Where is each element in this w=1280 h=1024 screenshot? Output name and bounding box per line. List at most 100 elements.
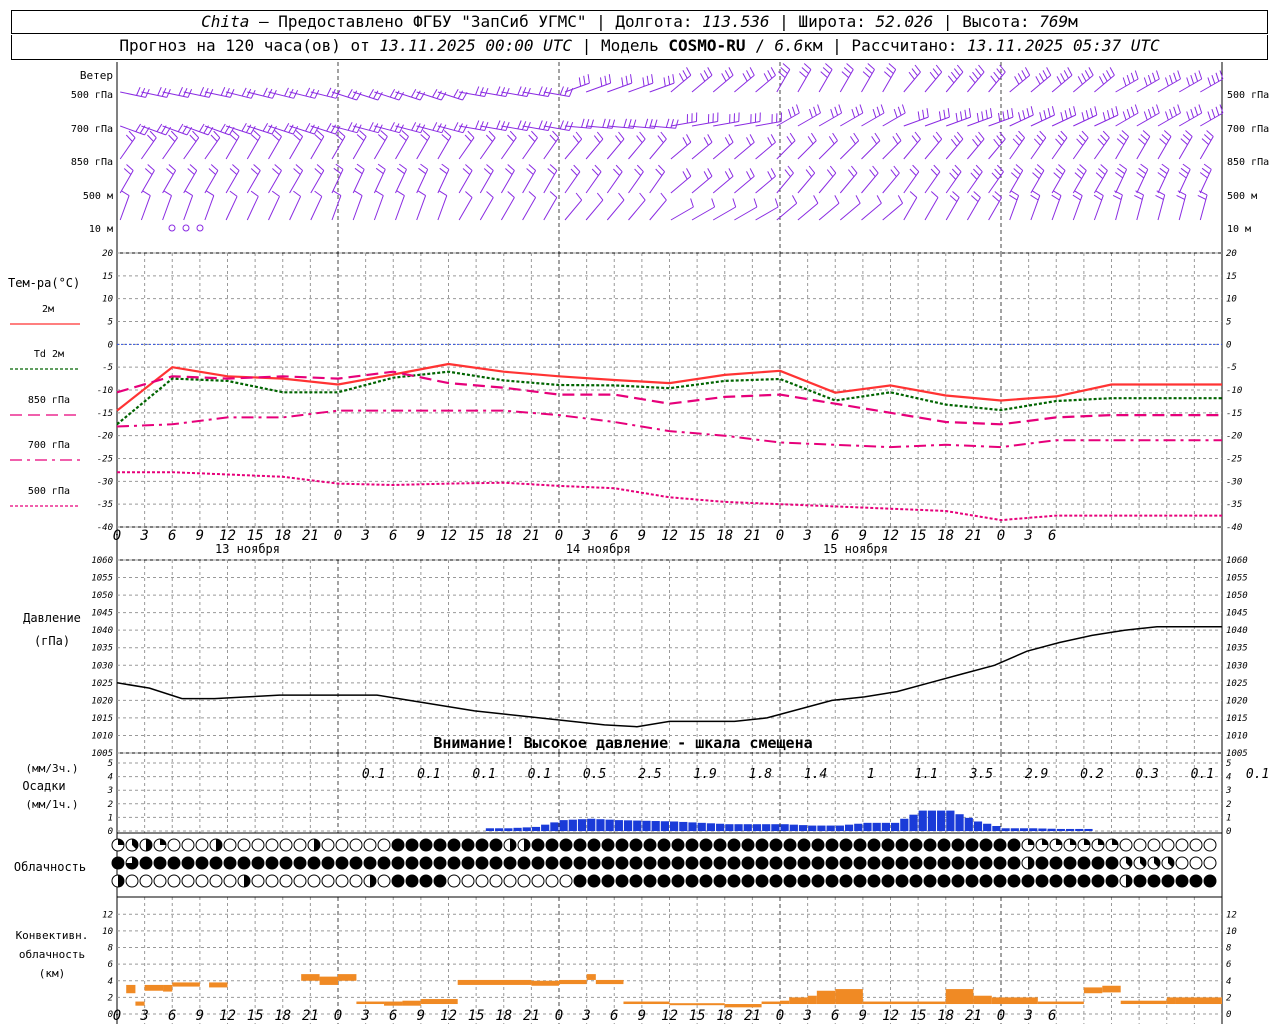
precip-tick-right: 4 — [1226, 773, 1231, 783]
conv-x-tick-label: 0 — [997, 1008, 1005, 1024]
cloud-symbol — [741, 838, 755, 852]
wind-barb — [225, 123, 256, 135]
cloud-symbol — [727, 856, 741, 870]
cloud-symbol — [657, 838, 671, 852]
temperature-panel — [116, 343, 1222, 522]
wind-barb — [1009, 106, 1034, 127]
cloud-symbol — [391, 856, 405, 870]
conv-title-1: Конвективн. — [16, 929, 89, 942]
cloud-symbol — [825, 838, 839, 852]
cloud-symbol — [1175, 838, 1189, 852]
wind-barb — [1178, 130, 1193, 160]
wind-barb — [628, 118, 658, 129]
wind-barb — [776, 195, 798, 221]
temp-tick-left: -5 — [102, 363, 113, 373]
wind-barb — [691, 168, 713, 194]
forecast-prefix: Прогноз на 120 часа(ов) от — [119, 36, 380, 55]
cloud-symbol — [363, 856, 377, 870]
precip-bar — [541, 824, 550, 831]
cloud-symbol — [307, 874, 321, 888]
conv-x-tick-label: 3 — [1023, 1008, 1032, 1024]
precip-bar — [826, 825, 835, 831]
temp-legend-label: 500 гПа — [28, 486, 70, 497]
cloud-symbol — [881, 874, 895, 888]
precip-bar — [550, 822, 559, 831]
wind-barb — [437, 122, 468, 134]
altitude-value: 769 — [1039, 12, 1069, 31]
cloud-symbol — [265, 874, 279, 888]
conv-x-tick-label: 18 — [937, 1008, 954, 1024]
precip-3h-label: 0.1 — [417, 767, 440, 782]
header-line-location: Chita — Предоставлено ФГБУ "ЗапСиб УГМС"… — [11, 10, 1268, 34]
temp-tick-left: 15 — [102, 272, 113, 282]
wind-barb — [797, 195, 819, 221]
wind-barb — [458, 164, 473, 194]
conv-tick-right: 4 — [1226, 977, 1231, 987]
precipitation-panel — [485, 810, 1093, 831]
calc-time: 13.11.2025 05:37 UTC — [967, 36, 1160, 55]
cloud-symbol — [461, 874, 475, 888]
wind-barb — [818, 63, 833, 93]
wind-barb — [204, 164, 219, 194]
cloud-symbol — [447, 856, 461, 870]
precip-tick-left: 2 — [108, 800, 113, 810]
cloud-symbol — [923, 856, 937, 870]
wind-barb — [797, 104, 821, 127]
wind-barb — [564, 118, 594, 129]
wind-barb — [310, 130, 325, 160]
wind-barb — [839, 195, 861, 221]
temp-tick-left: -20 — [97, 432, 113, 442]
cloud-symbol — [153, 856, 167, 870]
wind-barb — [861, 63, 875, 93]
cloud-symbol — [769, 874, 783, 888]
calm-circle — [182, 224, 190, 232]
cloud-symbol — [293, 856, 307, 870]
wind-barb — [840, 104, 864, 127]
precip-tick-left: 3 — [107, 786, 113, 796]
temp-tick-right: -5 — [1226, 363, 1237, 373]
conv-x-tick-label: 3 — [139, 1008, 148, 1024]
pressure-tick-right: 1030 — [1226, 661, 1248, 671]
temp-tick-left: -10 — [97, 386, 113, 396]
conv-cloud-bar — [991, 997, 1038, 1005]
conv-cloud-bar — [669, 1003, 725, 1006]
header-line-forecast: Прогноз на 120 часа(ов) от 13.11.2025 00… — [11, 35, 1268, 60]
cloud-symbol — [965, 838, 979, 852]
conv-cloud-bar — [1083, 987, 1103, 994]
cloud-symbol — [587, 838, 601, 852]
cloud-symbol — [853, 838, 867, 852]
conv-tick-left: 4 — [108, 977, 113, 987]
cloud-symbol — [1105, 874, 1119, 888]
cloud-symbol — [699, 838, 713, 852]
cloud-symbol — [223, 838, 237, 852]
cloud-symbol — [1147, 838, 1161, 852]
wind-barb — [140, 164, 155, 194]
pressure-tick-right: 1035 — [1226, 644, 1248, 654]
wind-barb — [670, 198, 694, 221]
cloud-symbol — [853, 856, 867, 870]
conv-x-tick-label: 6 — [831, 1008, 839, 1024]
wind-barb — [1157, 163, 1170, 194]
pressure-tick-left: 1020 — [91, 696, 113, 706]
wind-barb — [331, 122, 362, 134]
temp-tick-right: -20 — [1226, 432, 1242, 442]
pressure-tick-left: 1060 — [91, 556, 113, 566]
cloud-symbol — [307, 856, 321, 870]
precip-3h-label: 1.8 — [749, 767, 773, 782]
pressure-tick-left: 1045 — [91, 609, 113, 619]
precip-bar — [762, 824, 771, 831]
precip-bar — [863, 822, 872, 831]
conv-cloud-bar — [780, 1000, 790, 1005]
wind-barb — [310, 123, 341, 135]
cloud-symbol — [391, 838, 405, 852]
wind-barb — [119, 130, 136, 160]
cloud-title: Облачность — [14, 860, 86, 874]
calm-circle — [196, 224, 204, 232]
pressure-tick-left: 1030 — [91, 661, 113, 671]
wind-barb — [1094, 106, 1119, 127]
cloud-symbol — [1007, 874, 1021, 888]
wind-barb — [564, 74, 590, 93]
wind-barb — [585, 164, 602, 194]
precip-unit-1h: (мм/1ч.) — [26, 798, 79, 811]
cloud-symbol — [349, 838, 363, 852]
